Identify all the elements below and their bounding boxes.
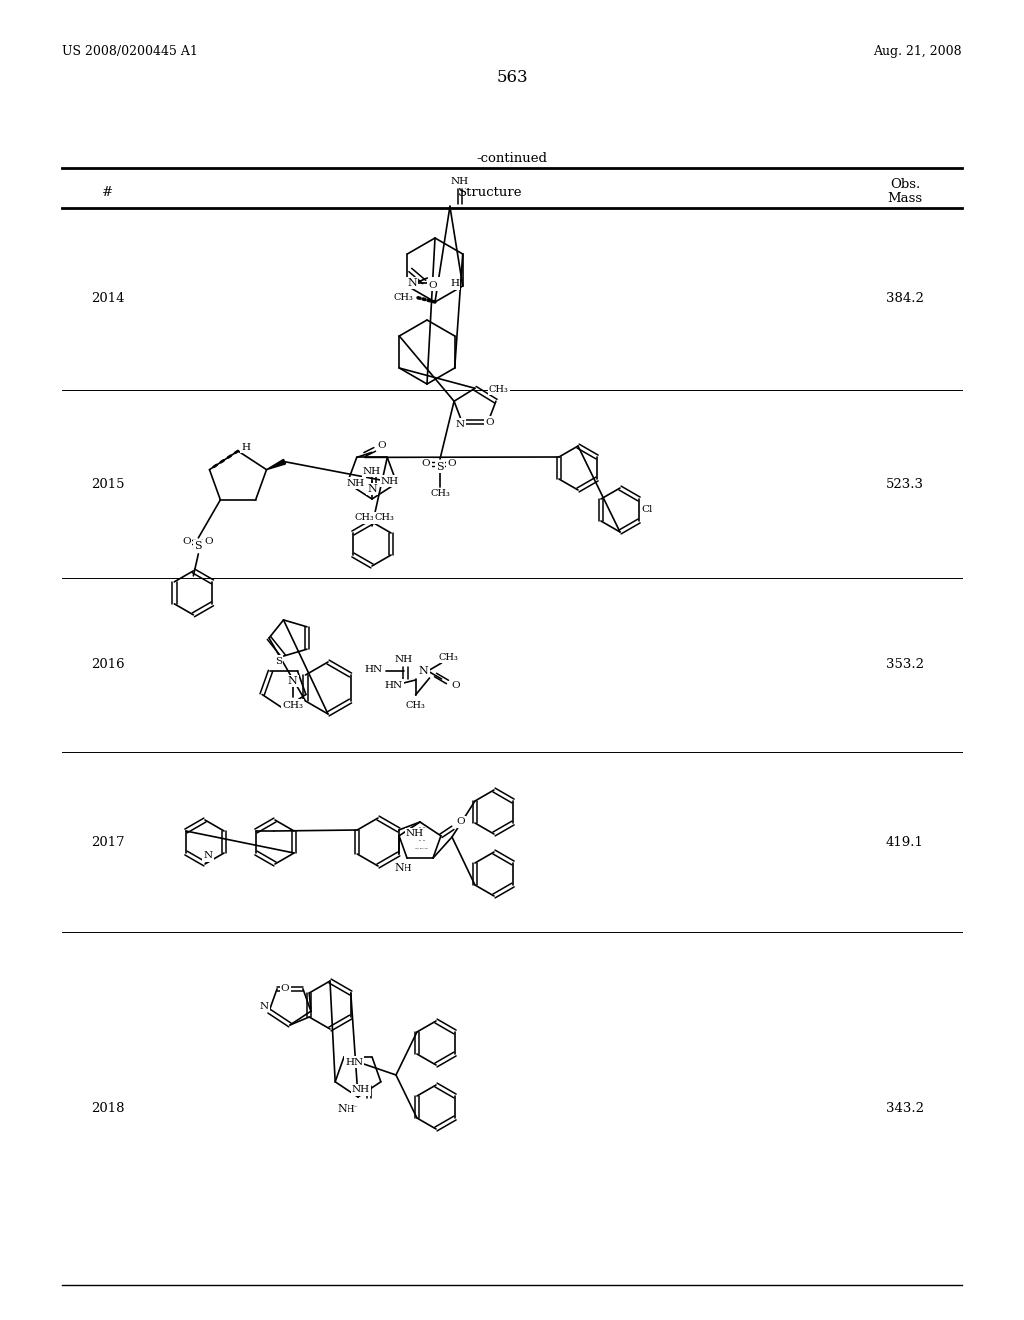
Text: CH₃: CH₃ <box>438 652 459 661</box>
Text: 2014: 2014 <box>91 293 125 305</box>
Text: H: H <box>346 1105 354 1114</box>
Text: 2015: 2015 <box>91 478 125 491</box>
Text: 2018: 2018 <box>91 1102 125 1115</box>
Text: S: S <box>436 462 443 473</box>
Text: Mass: Mass <box>888 191 923 205</box>
Text: O: O <box>204 537 213 546</box>
Text: O: O <box>182 537 190 546</box>
Text: HN: HN <box>384 681 402 689</box>
Text: CH₃: CH₃ <box>354 513 374 523</box>
Text: N: N <box>204 851 213 861</box>
Text: N: N <box>337 1104 347 1114</box>
Text: Obs.: Obs. <box>890 177 921 190</box>
Text: #: # <box>102 186 114 198</box>
Text: N: N <box>368 484 377 494</box>
Polygon shape <box>266 459 286 470</box>
Text: 563: 563 <box>497 70 527 87</box>
Text: N: N <box>419 667 428 676</box>
Text: H: H <box>451 280 459 289</box>
Text: HN: HN <box>365 665 383 675</box>
Text: iminyl2_placeholder: iminyl2_placeholder <box>415 847 429 849</box>
Text: 2016: 2016 <box>91 659 125 672</box>
Text: O: O <box>447 459 457 469</box>
Text: 523.3: 523.3 <box>886 478 924 491</box>
Text: 384.2: 384.2 <box>886 293 924 305</box>
Text: CH₃: CH₃ <box>282 701 303 710</box>
Text: 2017: 2017 <box>91 836 125 849</box>
Text: H: H <box>402 863 412 873</box>
Text: US 2008/0200445 A1: US 2008/0200445 A1 <box>62 45 198 58</box>
Text: CH₃: CH₃ <box>374 513 394 523</box>
Text: CH₃: CH₃ <box>489 384 509 393</box>
Text: Cl: Cl <box>641 504 652 513</box>
Text: N: N <box>408 279 417 288</box>
Text: 343.2: 343.2 <box>886 1102 924 1115</box>
Text: -continued: -continued <box>476 152 548 165</box>
Text: CH₃: CH₃ <box>430 490 450 499</box>
Text: 419.1: 419.1 <box>886 836 924 849</box>
Text: NH: NH <box>362 466 381 475</box>
Text: O: O <box>422 459 430 469</box>
Text: Structure: Structure <box>458 186 522 198</box>
Text: CH₃: CH₃ <box>406 701 425 710</box>
Text: N: N <box>394 863 403 874</box>
Text: O: O <box>485 417 495 426</box>
Text: S: S <box>275 656 282 665</box>
Text: N: N <box>456 420 465 429</box>
Text: 353.2: 353.2 <box>886 659 924 672</box>
Text: Aug. 21, 2008: Aug. 21, 2008 <box>873 45 962 58</box>
Text: NH: NH <box>346 479 365 487</box>
Text: NH: NH <box>394 656 413 664</box>
Text: O: O <box>457 817 465 826</box>
Text: S: S <box>195 541 202 550</box>
Text: HN: HN <box>345 1057 364 1067</box>
Text: O: O <box>281 985 290 994</box>
Text: NH: NH <box>406 829 424 838</box>
Text: NH: NH <box>381 477 399 486</box>
Text: O: O <box>452 681 460 689</box>
Text: NH: NH <box>451 177 469 186</box>
Text: O: O <box>428 281 436 289</box>
Text: O: O <box>378 441 386 450</box>
Text: N: N <box>288 676 297 686</box>
Text: H: H <box>242 442 251 451</box>
Text: CH₃: CH₃ <box>393 293 413 301</box>
Text: N: N <box>259 1002 268 1011</box>
Text: NH: NH <box>352 1085 370 1094</box>
